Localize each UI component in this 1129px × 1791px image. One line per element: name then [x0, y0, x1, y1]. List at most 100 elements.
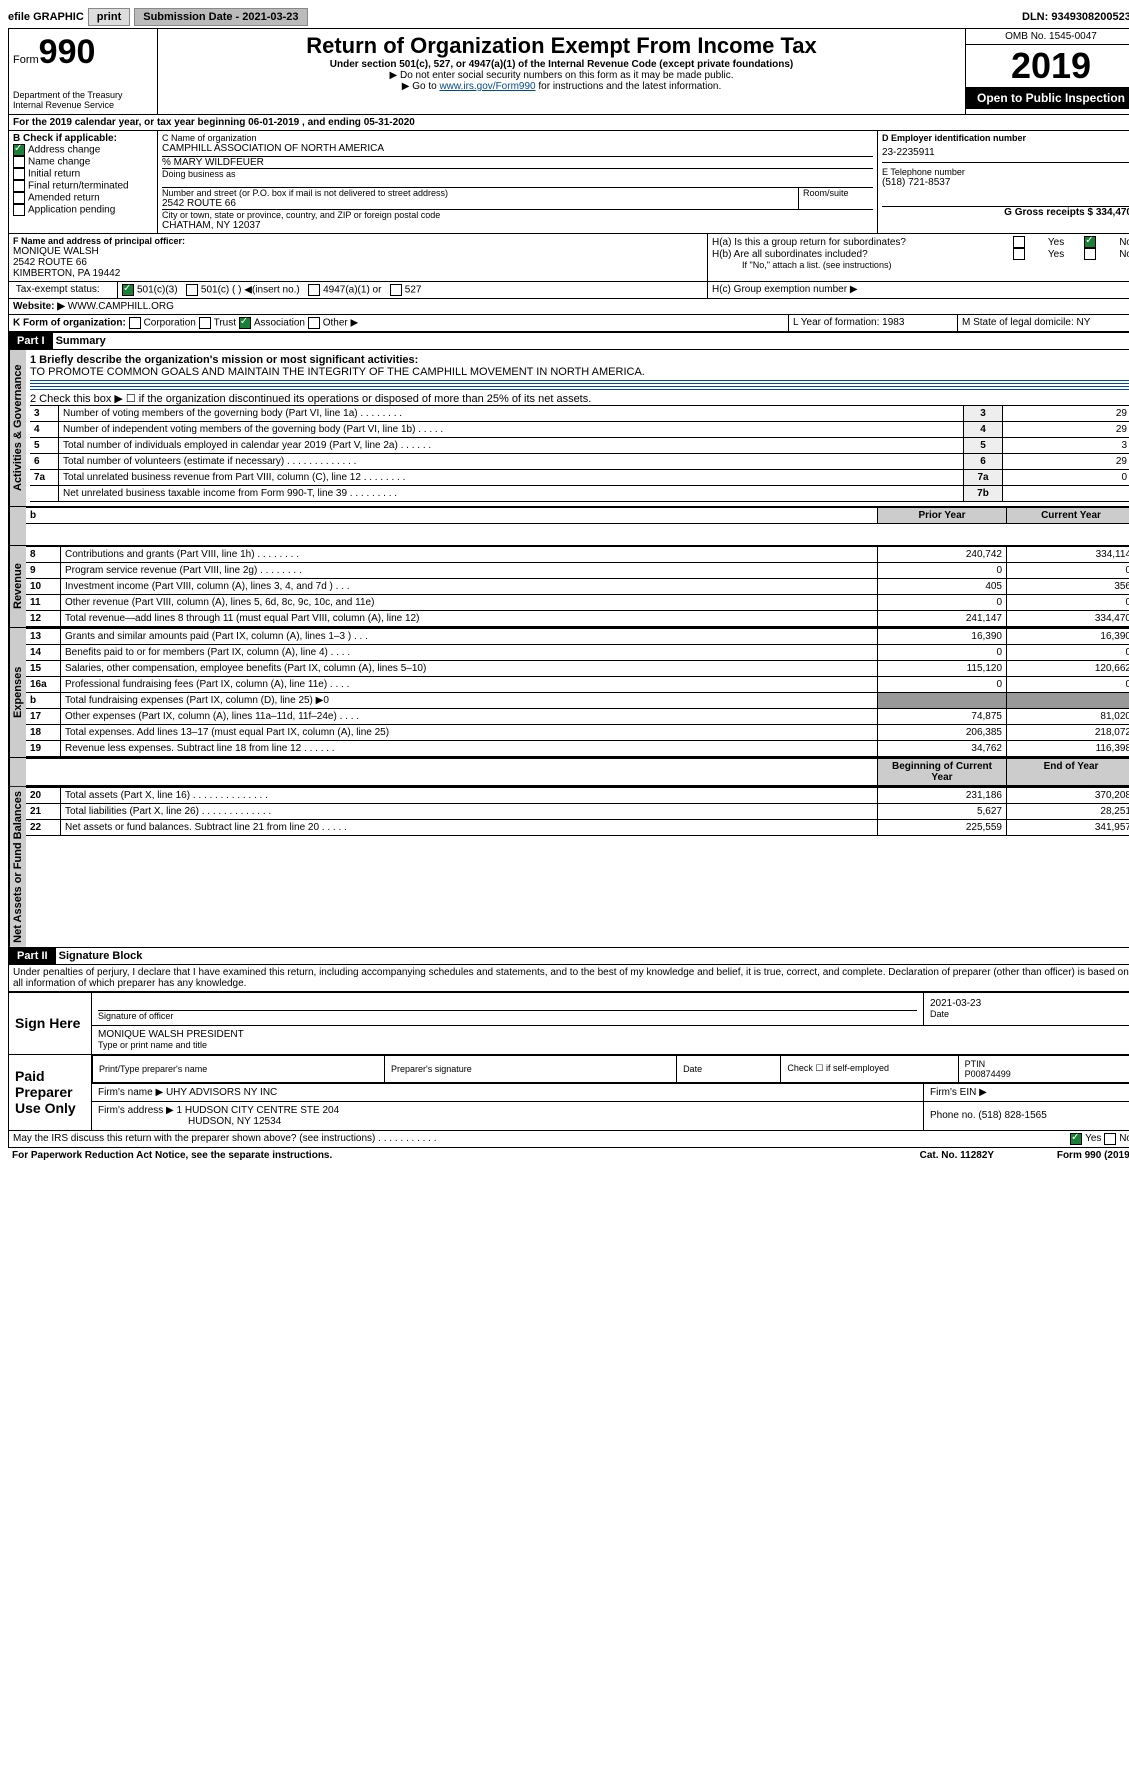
dba-label: Doing business as	[162, 168, 873, 179]
C-label: C Name of organization	[162, 133, 873, 143]
website-value: WWW.CAMPHILL.ORG	[68, 301, 174, 312]
part2-header: Part II	[9, 948, 56, 964]
chk-name-change[interactable]	[13, 156, 25, 168]
discuss-label: May the IRS discuss this return with the…	[13, 1133, 1070, 1145]
officer-name-cell: MONIQUE WALSH PRESIDENTType or print nam…	[92, 1025, 1129, 1054]
sign-here-label: Sign Here	[9, 992, 92, 1054]
officer-addr1: 2542 ROUTE 66	[13, 257, 703, 268]
firm-ein: Firm's EIN ▶	[924, 1083, 1129, 1101]
dept-treasury: Department of the Treasury Internal Reve…	[13, 90, 153, 110]
ptin-value: P00874499	[965, 1069, 1011, 1079]
B-header: B Check if applicable:	[13, 133, 153, 144]
city-state-zip: CHATHAM, NY 12037	[162, 220, 873, 231]
officer-name: MONIQUE WALSH	[13, 246, 703, 257]
governance-table: 3Number of voting members of the governi…	[30, 405, 1129, 502]
self-employed-cell[interactable]: Check ☐ if self-employed	[781, 1055, 958, 1082]
discuss-no[interactable]	[1104, 1133, 1116, 1145]
firm-name-cell: Firm's name ▶ UHY ADVISORS NY INC	[92, 1083, 924, 1101]
ein-value: 23-2235911	[882, 143, 1129, 162]
chk-other[interactable]	[308, 317, 320, 329]
part1-header: Part I	[9, 333, 53, 349]
I-label: Tax-exempt status:	[16, 284, 100, 295]
chk-amended[interactable]	[13, 192, 25, 204]
firm-addr-cell: Firm's address ▶ 1 HUDSON CITY CENTRE ST…	[92, 1101, 924, 1130]
J-label: Website: ▶	[13, 301, 65, 312]
sig-date-cell: 2021-03-23Date	[924, 992, 1129, 1025]
dln-label: DLN: 93493082005231	[1022, 11, 1129, 23]
Hb-no[interactable]	[1084, 248, 1096, 260]
chk-initial-return[interactable]	[13, 168, 25, 180]
sig-officer-cell[interactable]: Signature of officer	[92, 992, 924, 1025]
form-word: Form	[13, 54, 39, 66]
paid-preparer-label: Paid Preparer Use Only	[9, 1054, 92, 1130]
Hb-yes[interactable]	[1013, 248, 1025, 260]
chk-trust[interactable]	[199, 317, 211, 329]
main-title: Return of Organization Exempt From Incom…	[162, 33, 961, 59]
care-of: % MARY WILDFEUER	[162, 156, 873, 168]
part2-title: Signature Block	[59, 950, 143, 962]
E-label: E Telephone number	[882, 162, 1129, 177]
line-A: For the 2019 calendar year, or tax year …	[9, 115, 419, 130]
perjury-declaration: Under penalties of perjury, I declare th…	[8, 965, 1129, 992]
D-label: D Employer identification number	[882, 133, 1129, 143]
mission-text: TO PROMOTE COMMON GOALS AND MAINTAIN THE…	[30, 366, 1129, 378]
open-inspection: Open to Public Inspection	[966, 87, 1129, 109]
cat-no: Cat. No. 11282Y	[857, 1150, 1057, 1161]
subtitle-3: ▶ Go to www.irs.gov/Form990 for instruct…	[162, 81, 961, 92]
L-year: L Year of formation: 1983	[789, 315, 958, 331]
line2-label: 2 Check this box ▶ ☐ if the organization…	[30, 392, 1129, 405]
form-header: Form990 Department of the Treasury Inter…	[8, 28, 1129, 115]
form-number: 990	[39, 33, 96, 71]
org-name: CAMPHILL ASSOCIATION OF NORTH AMERICA	[162, 143, 873, 154]
section-FH: F Name and address of principal officer:…	[8, 234, 1129, 282]
form-footer: Form 990 (2019)	[1057, 1150, 1129, 1161]
Ha-no[interactable]	[1084, 236, 1096, 248]
omb-number: OMB No. 1545-0047	[966, 29, 1129, 45]
Hb-label: H(b) Are all subordinates included?	[712, 249, 993, 260]
discuss-yes[interactable]	[1070, 1133, 1082, 1145]
year-header-table: bPrior YearCurrent Year	[26, 507, 1129, 524]
Hc-label: H(c) Group exemption number ▶	[708, 282, 1129, 298]
irs-link[interactable]: www.irs.gov/Form990	[439, 81, 535, 92]
Ha-yes[interactable]	[1013, 236, 1025, 248]
room-suite: Room/suite	[798, 188, 873, 209]
Ha-label: H(a) Is this a group return for subordin…	[712, 237, 993, 248]
K-label: K Form of organization:	[13, 318, 126, 329]
paperwork-notice: For Paperwork Reduction Act Notice, see …	[12, 1150, 857, 1161]
M-state: M State of legal domicile: NY	[958, 315, 1129, 331]
chk-final-return[interactable]	[13, 180, 25, 192]
chk-501c3[interactable]	[122, 284, 134, 296]
tax-year: 2019	[966, 45, 1129, 87]
Hb-note: If "No," attach a list. (see instruction…	[712, 260, 1129, 270]
street-address: 2542 ROUTE 66	[162, 198, 798, 209]
subtitle-1: Under section 501(c), 527, or 4947(a)(1)…	[162, 59, 961, 70]
chk-assoc[interactable]	[239, 317, 251, 329]
topbar: efile GRAPHIC print Submission Date - 20…	[8, 8, 1129, 26]
line1-label: 1 Briefly describe the organization's mi…	[30, 354, 1129, 366]
chk-corp[interactable]	[129, 317, 141, 329]
chk-527[interactable]	[390, 284, 402, 296]
print-button[interactable]: print	[88, 8, 130, 26]
netassets-table: 20Total assets (Part X, line 16) . . . .…	[26, 787, 1129, 836]
phone-value: (518) 721-8537	[882, 177, 1129, 188]
chk-4947[interactable]	[308, 284, 320, 296]
chk-app-pending[interactable]	[13, 204, 25, 216]
F-label: F Name and address of principal officer:	[13, 236, 703, 246]
officer-addr2: KIMBERTON, PA 19442	[13, 268, 703, 279]
signature-table: Sign Here Signature of officer 2021-03-2…	[8, 992, 1129, 1131]
submission-date-button[interactable]: Submission Date - 2021-03-23	[134, 8, 307, 26]
firm-phone: Phone no. (518) 828-1565	[924, 1101, 1129, 1130]
expenses-table: 13Grants and similar amounts paid (Part …	[26, 628, 1129, 757]
revenue-table: 8Contributions and grants (Part VIII, li…	[26, 546, 1129, 627]
side-governance: Activities & Governance	[9, 350, 26, 506]
subtitle-2: ▶ Do not enter social security numbers o…	[162, 70, 961, 81]
G-gross-receipts: G Gross receipts $ 334,470	[882, 206, 1129, 218]
side-expenses: Expenses	[9, 628, 26, 757]
section-BCDEG: B Check if applicable: Address change Na…	[8, 131, 1129, 234]
efile-label: efile GRAPHIC	[8, 11, 84, 23]
side-revenue: Revenue	[9, 546, 26, 627]
part1-title: Summary	[56, 335, 106, 347]
chk-501c[interactable]	[186, 284, 198, 296]
side-netassets: Net Assets or Fund Balances	[9, 787, 26, 947]
chk-address-change[interactable]	[13, 144, 25, 156]
